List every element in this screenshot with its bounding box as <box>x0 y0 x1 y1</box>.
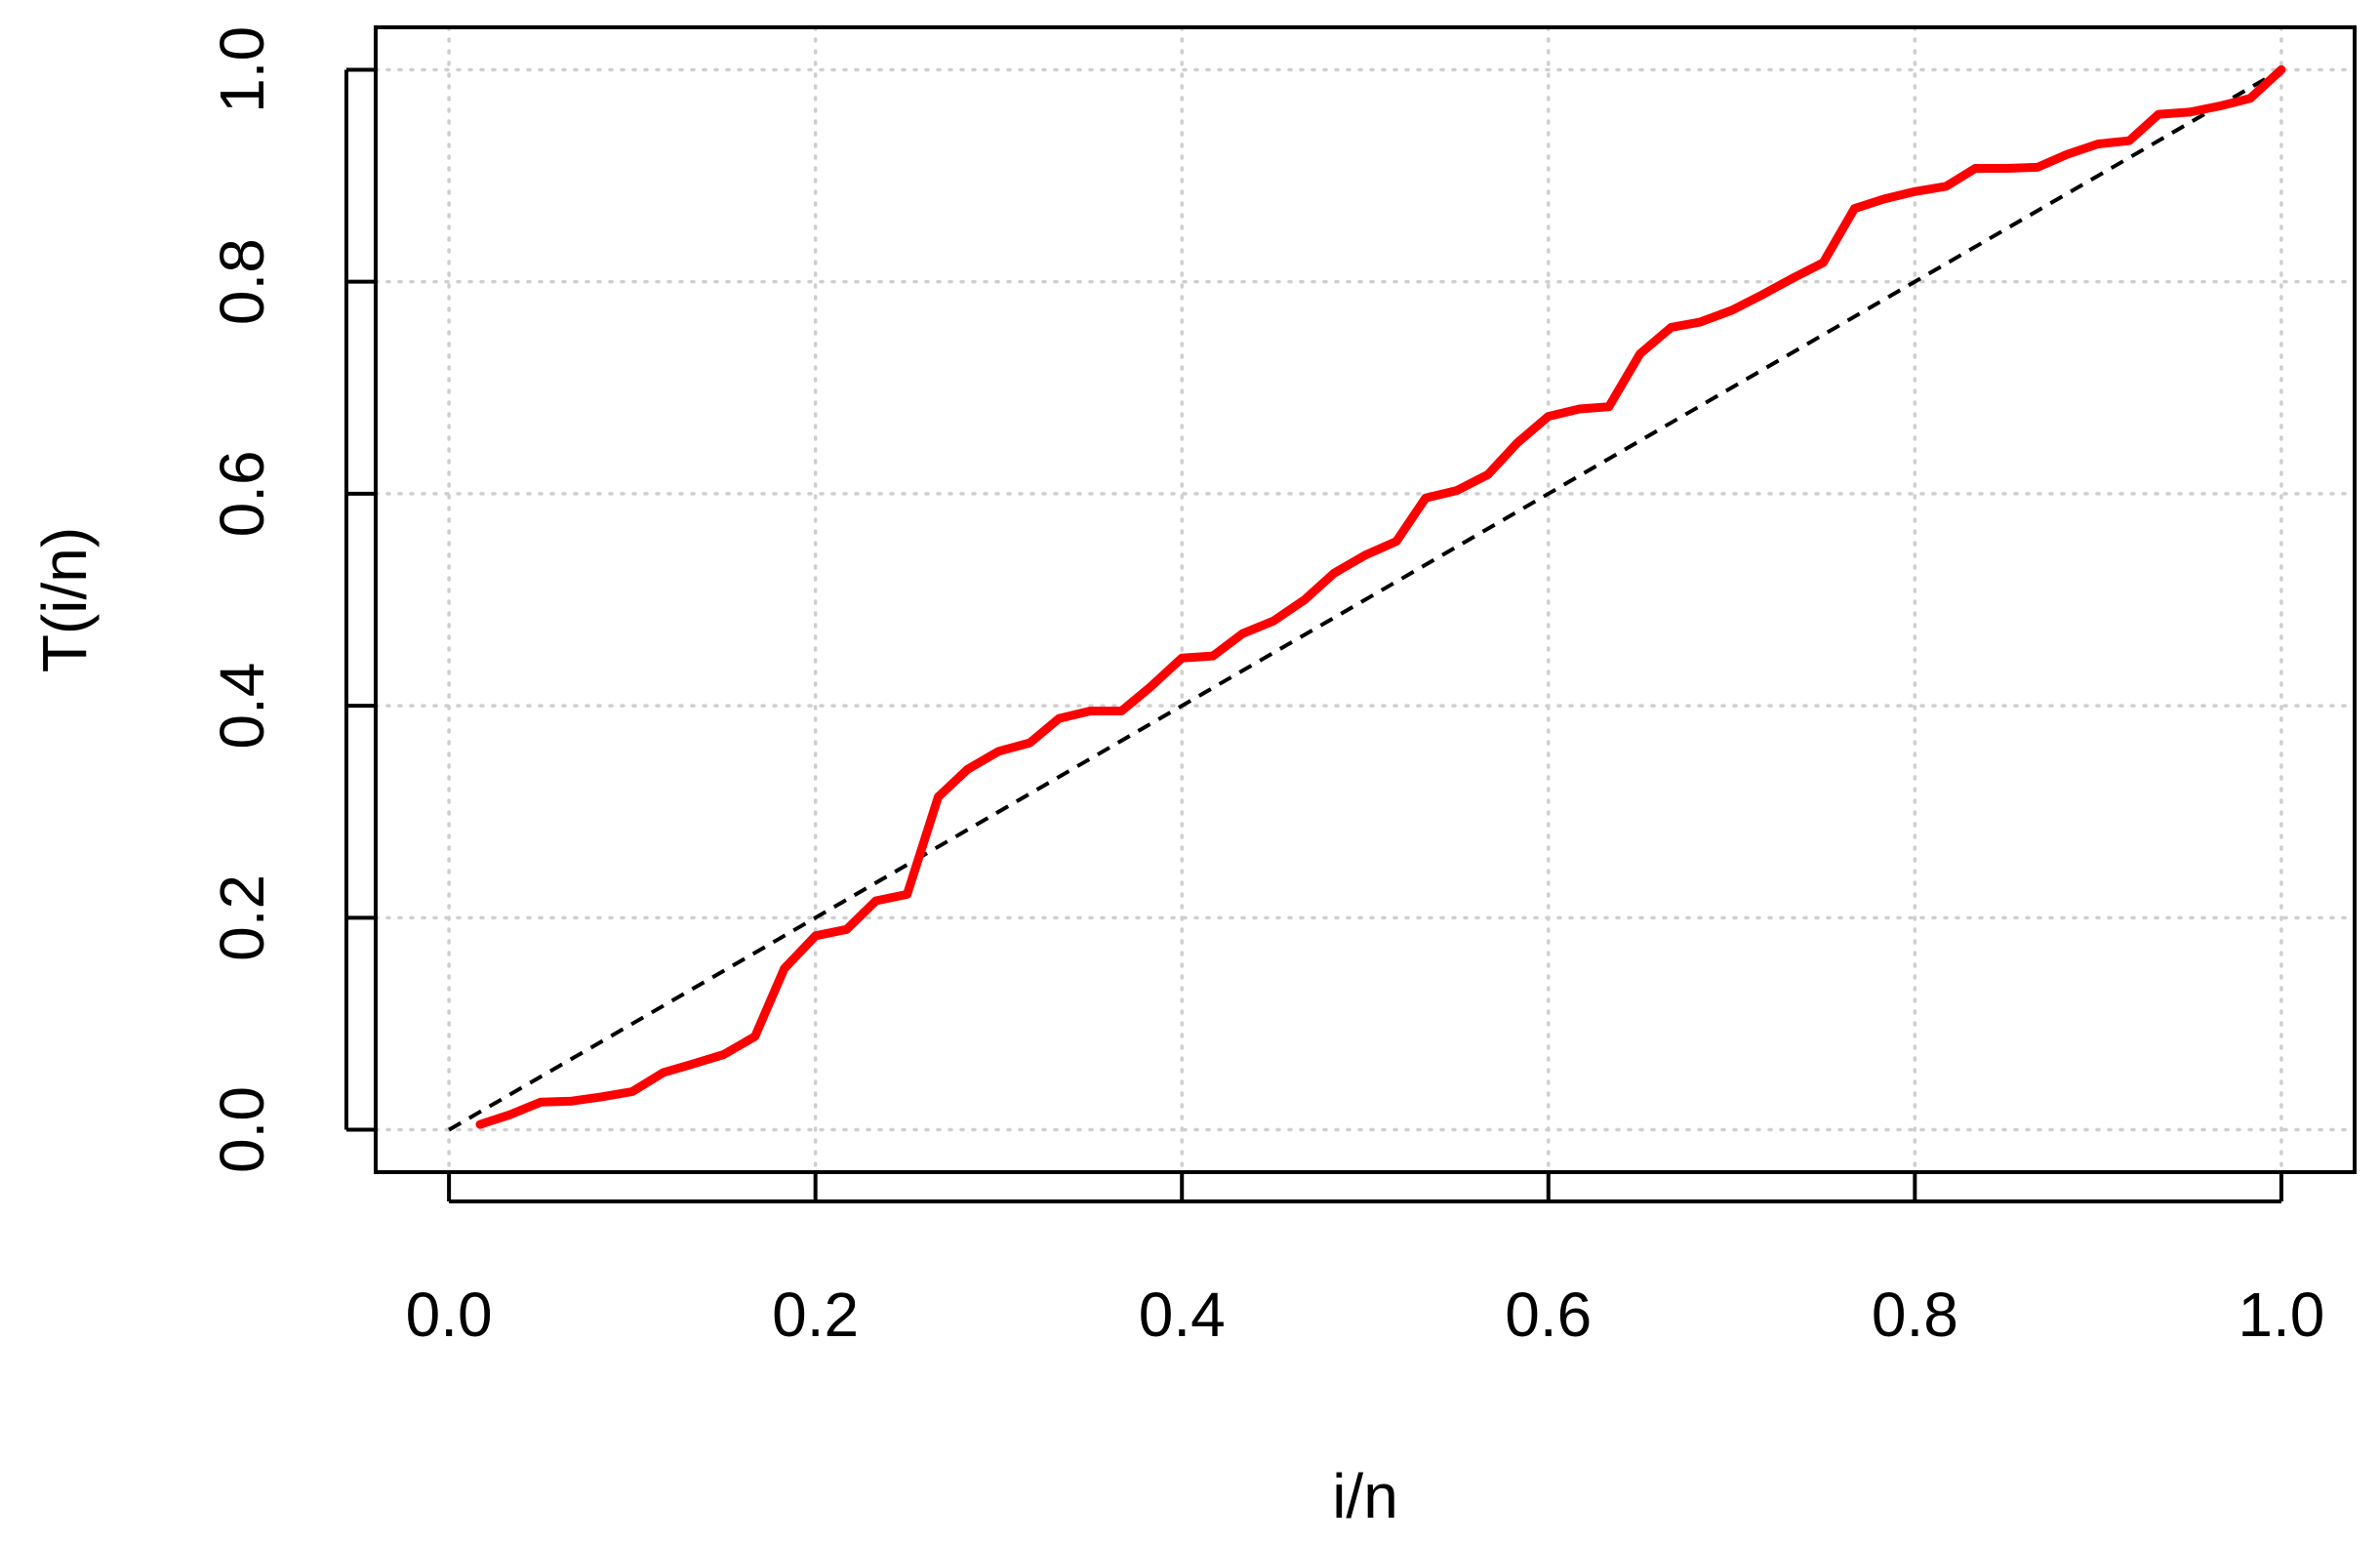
y-tick-label: 0.0 <box>207 1086 277 1173</box>
y-tick-label: 0.8 <box>207 238 277 325</box>
x-tick-label: 0.4 <box>1139 1280 1226 1350</box>
y-tick-label: 1.0 <box>207 26 277 113</box>
x-axis-label: i/n <box>1332 1461 1398 1531</box>
x-tick-label: 0.2 <box>772 1280 859 1350</box>
x-axis: 0.0 0.2 0.4 0.6 0.8 1.0 <box>406 1172 2324 1350</box>
series-layer <box>448 64 2286 1132</box>
plot-frame <box>374 25 2357 1174</box>
x-tick-label: 1.0 <box>2238 1280 2324 1350</box>
grid <box>374 25 2357 1174</box>
y-axis-label: T(i/n) <box>29 527 100 672</box>
y-axis: 0.0 0.2 0.4 0.6 0.8 1.0 <box>207 26 376 1173</box>
y-tick-label: 0.6 <box>207 450 277 537</box>
y-tick-label: 0.4 <box>207 663 277 750</box>
reference-diagonal-line <box>448 67 2282 1132</box>
x-tick-label: 0.8 <box>1872 1280 1958 1350</box>
x-tick-label: 0.0 <box>406 1280 493 1350</box>
y-tick-label: 0.2 <box>207 874 277 961</box>
x-tick-label: 0.6 <box>1505 1280 1592 1350</box>
series-line <box>475 64 2286 1129</box>
